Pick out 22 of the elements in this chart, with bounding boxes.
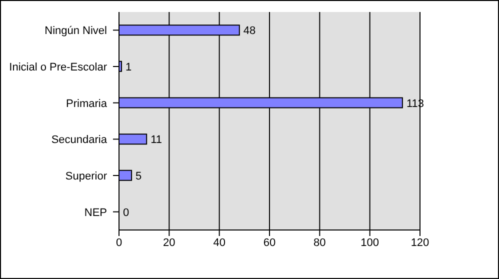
x-tick-label: 40 [213,236,226,249]
y-tick-label: Secundaria [51,134,108,146]
data-label: 11 [150,134,162,146]
data-label: 48 [243,25,256,38]
y-tick-label: Primaria [66,98,108,110]
bar [119,170,132,181]
y-tick-label: Inicial o Pre-Escolar [9,62,108,74]
bar [119,134,148,145]
bar [119,24,240,36]
data-label: 5 [136,170,142,182]
data-label: 1 [126,62,132,74]
x-tick-label: 120 [410,236,430,249]
y-tick-label: NEP [84,206,107,219]
x-tick-label: 20 [163,236,176,249]
x-tick-label: 100 [360,236,380,249]
bar [119,97,403,108]
data-label: 0 [123,206,130,219]
x-tick-label: 0 [116,236,122,249]
y-tick-label: Ningún Nivel [44,25,107,38]
x-tick-label: 60 [263,236,276,249]
x-tick-label: 80 [314,236,326,249]
y-tick-label: Superior [65,170,108,182]
